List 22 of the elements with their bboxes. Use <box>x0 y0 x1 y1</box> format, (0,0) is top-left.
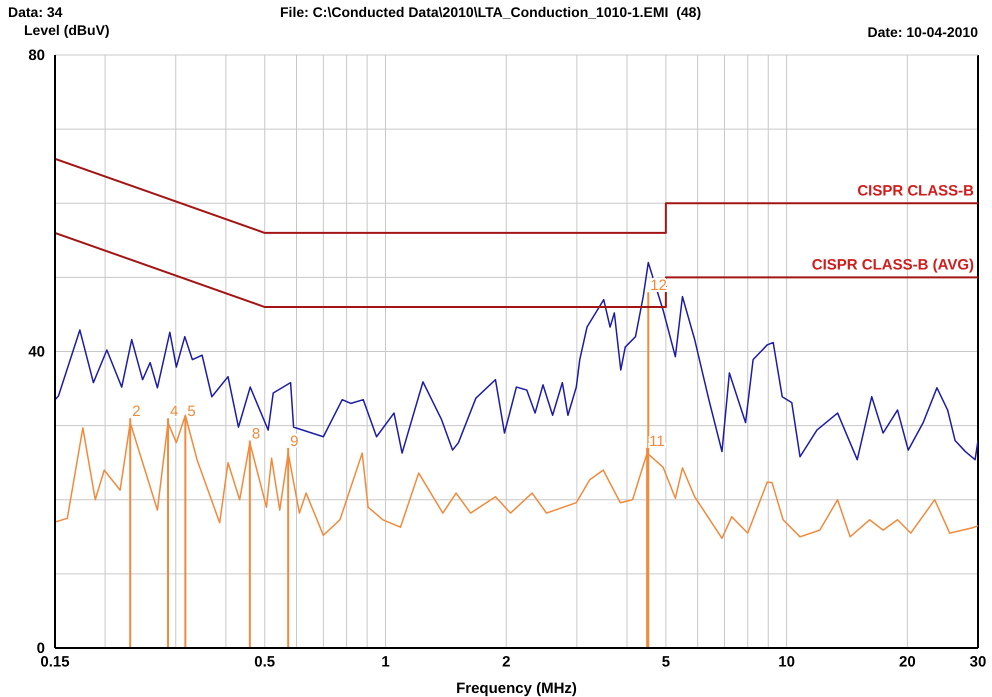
x-tick-label: 10 <box>778 654 795 671</box>
x-tick-label: 30 <box>970 654 986 671</box>
x-tick-label: 2 <box>502 654 510 671</box>
x-tick-label: 1 <box>381 654 390 671</box>
annotation: 8 <box>252 425 260 442</box>
y-tick-label: 80 <box>28 47 45 64</box>
y-tick-label: 40 <box>28 344 45 360</box>
x-tick-label: 5 <box>662 654 670 671</box>
annotation: 4 <box>170 403 178 420</box>
x-axis-title: Frequency (MHz) <box>456 680 577 697</box>
y-axis-title: Level (dBuV) <box>24 22 110 38</box>
chart-title: File: C:\Conducted Data\2010\LTA_Conduction_1010-1.EMI (48) <box>280 4 702 20</box>
text: Data: 34 <box>8 4 62 20</box>
x-tick-label: 20 <box>899 654 916 671</box>
series-label: CISPR CLASS-B (AVG) <box>812 256 974 274</box>
annotation: 11 <box>649 432 665 450</box>
annotation: 2 <box>132 403 141 420</box>
x-tick-label: 0.5 <box>254 654 276 671</box>
annotation: 9 <box>290 432 299 450</box>
text: Date: 10-04-2010 <box>867 24 978 40</box>
annotation: 5 <box>187 403 196 420</box>
series-label: CISPR CLASS-B <box>857 182 974 200</box>
